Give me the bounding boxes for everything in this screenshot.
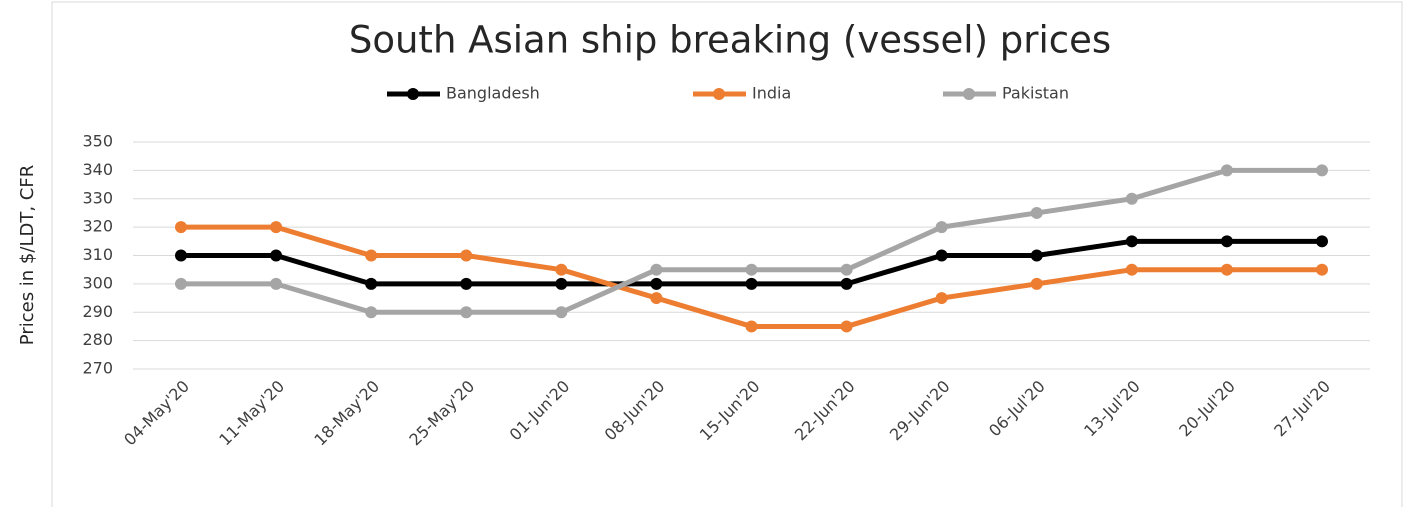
data-point [1316, 164, 1328, 177]
data-point [935, 292, 948, 305]
data-point [1030, 206, 1043, 219]
data-point [840, 320, 853, 333]
y-tick-label: 270 [82, 359, 113, 378]
y-tick-label: 300 [82, 273, 113, 292]
data-point [175, 277, 187, 290]
data-point [1220, 263, 1233, 276]
data-point [1125, 263, 1138, 276]
data-point [555, 277, 568, 290]
data-point [840, 277, 853, 290]
data-point [460, 306, 473, 319]
data-point [1316, 263, 1328, 276]
data-point [1220, 164, 1233, 177]
data-point [1125, 235, 1138, 248]
data-point [840, 263, 853, 276]
legend-label: Pakistan [1002, 84, 1069, 103]
y-tick-label: 290 [82, 302, 113, 321]
data-point [1030, 277, 1043, 290]
data-point [555, 263, 568, 276]
data-point [650, 263, 663, 276]
chart-title: South Asian ship breaking (vessel) price… [349, 19, 1111, 62]
legend-label: India [752, 84, 791, 103]
y-tick-label: 350 [82, 132, 113, 151]
legend-label: Bangladesh [446, 84, 540, 103]
data-point [935, 249, 948, 262]
data-point [365, 249, 378, 262]
data-point [745, 320, 758, 333]
data-point [650, 292, 663, 305]
data-point [175, 221, 187, 234]
y-tick-label: 310 [82, 245, 113, 264]
y-axis-label: Prices in $/LDT, CFR [17, 165, 38, 345]
data-point [460, 249, 473, 262]
data-point [365, 306, 378, 319]
y-tick-label: 330 [82, 188, 113, 207]
data-point [365, 277, 378, 290]
data-point [175, 249, 187, 262]
data-point [1125, 192, 1138, 205]
y-tick-label: 280 [82, 330, 113, 349]
legend-marker [713, 88, 725, 100]
data-point [935, 221, 948, 234]
data-point [1316, 235, 1328, 248]
legend-marker [963, 88, 975, 100]
data-point [745, 277, 758, 290]
data-point [270, 277, 283, 290]
data-point [460, 277, 473, 290]
data-point [555, 306, 568, 319]
y-tick-label: 340 [82, 160, 113, 179]
data-point [745, 263, 758, 276]
data-point [1220, 235, 1233, 248]
data-point [270, 249, 283, 262]
legend-marker [407, 88, 419, 100]
data-point [650, 277, 663, 290]
data-point [1030, 249, 1043, 262]
y-tick-label: 320 [82, 217, 113, 236]
data-point [270, 221, 283, 234]
